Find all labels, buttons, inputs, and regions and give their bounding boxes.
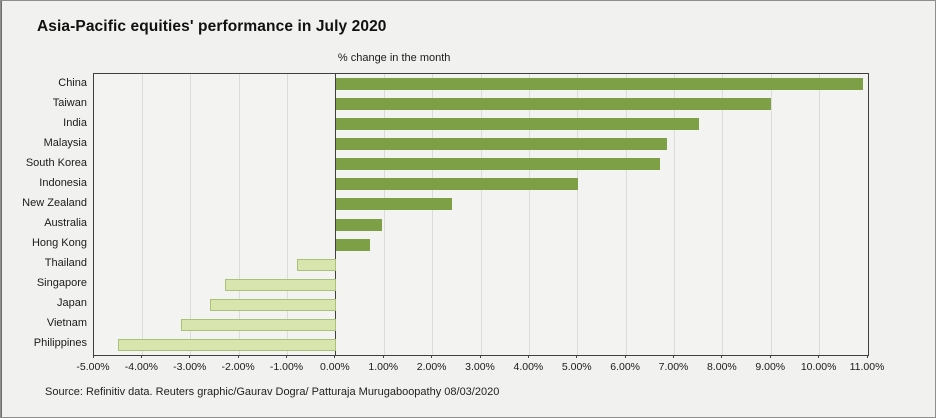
- x-tick: [479, 355, 481, 358]
- x-tick-label: 1.00%: [368, 361, 399, 373]
- x-tick: [527, 355, 529, 358]
- category-label: Philippines: [33, 337, 87, 350]
- x-tick: [382, 355, 384, 358]
- x-tick-label: -2.00%: [221, 361, 255, 373]
- category-label: South Korea: [25, 156, 87, 169]
- gridline: [577, 74, 579, 355]
- bar-vietnam: [181, 318, 336, 331]
- category-label: Singapore: [36, 277, 87, 290]
- gridline: [190, 74, 192, 355]
- category-label: Vietnam: [46, 317, 87, 330]
- category-label: Hong Kong: [31, 237, 87, 250]
- x-tick: [769, 355, 771, 358]
- category-label: Thailand: [44, 257, 87, 270]
- gridline: [141, 74, 143, 355]
- category-label: Australia: [44, 217, 87, 230]
- bar-malaysia: [335, 138, 668, 151]
- x-tick: [140, 355, 142, 358]
- x-tick-label: 8.00%: [706, 361, 737, 373]
- x-tick-label: 0.00%: [319, 361, 350, 373]
- gridline: [287, 74, 288, 355]
- x-tick-label: -5.00%: [76, 361, 110, 373]
- gridline: [480, 74, 482, 355]
- bar-new-zealand: [335, 198, 452, 211]
- gridline: [770, 74, 772, 355]
- category-label: Japan: [57, 297, 87, 310]
- x-tick: [721, 355, 723, 358]
- gridline: [722, 74, 724, 355]
- x-tick: [237, 355, 239, 358]
- bar-taiwan: [335, 98, 772, 111]
- bar-australia: [335, 218, 382, 231]
- x-tick: [624, 355, 626, 358]
- bar-india: [335, 118, 699, 131]
- x-tick-label: -3.00%: [173, 361, 207, 373]
- gridline: [432, 74, 434, 355]
- gridline: [674, 74, 675, 355]
- bar-hong-kong: [335, 238, 370, 251]
- x-tick-label: 5.00%: [561, 361, 592, 373]
- x-tick: [866, 355, 868, 358]
- chart-subtitle: % change in the month: [337, 52, 451, 64]
- category-label: India: [63, 116, 87, 129]
- category-label: Indonesia: [39, 176, 87, 189]
- x-tick-label: 6.00%: [610, 361, 641, 373]
- x-tick-label: 2.00%: [416, 361, 447, 373]
- x-tick: [673, 355, 674, 358]
- gridline: [383, 74, 385, 355]
- x-tick: [286, 355, 287, 358]
- x-tick: [818, 355, 820, 358]
- bar-japan: [210, 298, 336, 311]
- x-tick-label: 9.00%: [755, 361, 786, 373]
- plot-area: [93, 73, 869, 356]
- source-note: Source: Refinitiv data. Reuters graphic/…: [45, 386, 500, 398]
- gridline: [238, 74, 240, 355]
- bar-thailand: [297, 258, 336, 271]
- bar-philippines: [118, 338, 336, 351]
- gridline: [528, 74, 530, 355]
- category-label: New Zealand: [22, 196, 87, 209]
- x-tick: [576, 355, 578, 358]
- x-tick-label: 11.00%: [849, 361, 885, 373]
- gridline: [819, 74, 821, 355]
- bar-singapore: [224, 278, 336, 291]
- bar-south-korea: [335, 158, 660, 171]
- x-tick-label: -4.00%: [124, 361, 159, 373]
- x-tick-label: 7.00%: [658, 361, 689, 373]
- x-tick: [189, 355, 191, 358]
- x-tick: [334, 355, 336, 358]
- zero-axis-line: [335, 74, 337, 355]
- x-tick: [92, 355, 94, 358]
- x-tick-label: 3.00%: [465, 361, 495, 373]
- category-label: Malaysia: [43, 136, 87, 149]
- category-label: China: [58, 76, 87, 89]
- x-tick: [431, 355, 433, 358]
- x-tick-label: -1.00%: [269, 361, 304, 373]
- x-tick-label: 10.00%: [800, 361, 837, 373]
- gridline: [625, 74, 627, 355]
- chart-title: Asia-Pacific equities' performance in Ju…: [37, 18, 387, 35]
- x-tick-label: 4.00%: [513, 361, 544, 373]
- bar-indonesia: [335, 178, 578, 191]
- category-label: Taiwan: [52, 96, 87, 109]
- bar-china: [335, 78, 864, 91]
